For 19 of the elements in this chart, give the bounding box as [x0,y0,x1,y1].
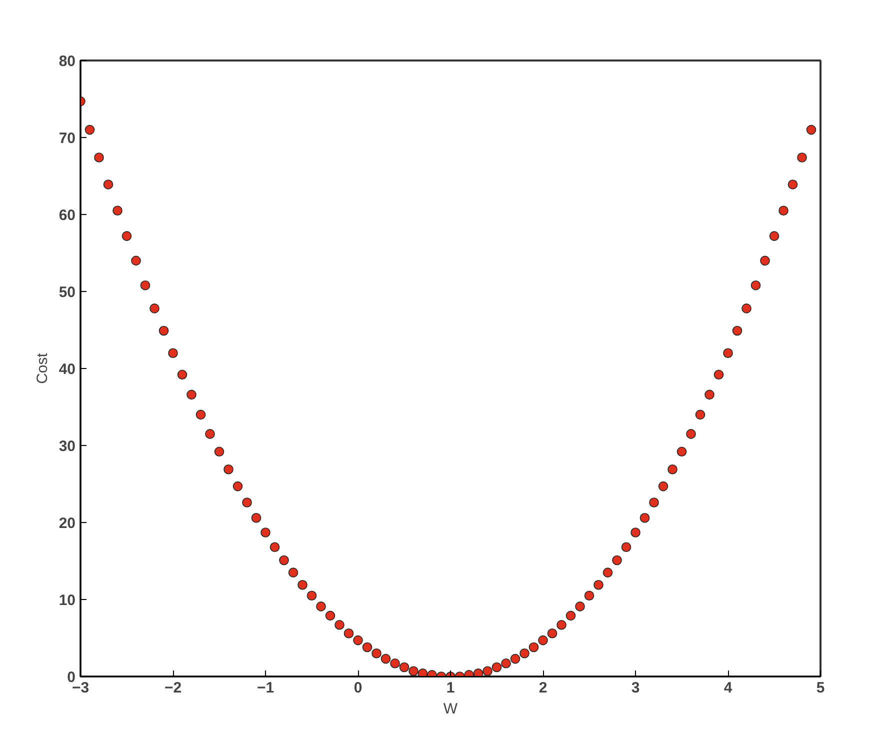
x-axis-title: W [443,700,458,718]
y-tick-label: 40 [58,361,76,378]
y-tick-label: 10 [58,592,76,609]
y-tick-label: 50 [58,284,76,301]
x-tick-label: 0 [354,680,362,696]
x-tick-label: 5 [816,680,825,696]
y-tick-label: 80 [58,53,76,70]
y-tick-label: 60 [58,207,76,224]
x-tick-label: 3 [631,680,640,696]
x-tick-label: 2 [538,680,548,696]
x-tick-label: −1 [256,680,274,696]
y-tick-label: 70 [58,130,76,147]
y-tick-label: 0 [67,669,76,686]
y-tick-label: 30 [58,438,76,455]
y-axis-title: Cost [34,352,51,384]
x-tick-label: −2 [164,680,182,696]
x-tick-label: 1 [446,680,455,696]
y-tick-label: 20 [58,515,76,532]
x-tick-label: 4 [724,680,733,696]
